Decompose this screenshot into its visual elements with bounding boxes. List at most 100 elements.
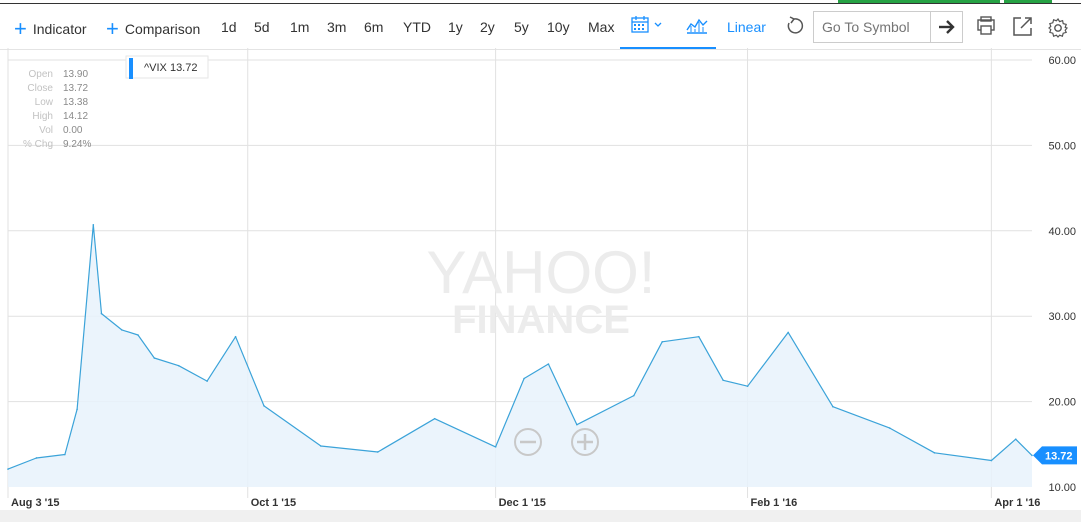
x-axis-ticks: Aug 3 '15 Oct 1 '15 Dec 1 '15 Feb 1 '16 Apr … <box>11 497 1040 509</box>
zoom-in-button[interactable] <box>571 428 599 456</box>
legend-label: ^VIX 13.72 <box>144 62 197 74</box>
data-point <box>787 331 789 334</box>
tooltip-value: 13.38 <box>63 97 88 108</box>
last-price-marker: 13.72 <box>1033 446 1077 465</box>
data-point <box>1031 454 1033 457</box>
top-rule <box>0 3 1081 4</box>
y-tick-label: 40.00 <box>1048 226 1076 238</box>
gear-icon[interactable] <box>1047 17 1069 39</box>
go-button[interactable] <box>930 12 963 42</box>
data-point <box>632 394 635 397</box>
data-point <box>376 451 379 453</box>
zoom-out-button[interactable] <box>514 428 542 456</box>
series-legend[interactable]: ^VIX 13.72 <box>125 55 209 79</box>
range-5y[interactable]: 5y <box>514 19 529 35</box>
x-tick-label: Feb 1 '16 <box>751 497 798 509</box>
data-point <box>263 405 265 407</box>
tooltip-label: Open <box>29 69 53 80</box>
x-tick-label: Oct 1 '15 <box>251 497 296 509</box>
scale-toggle[interactable]: Linear <box>727 19 766 35</box>
tooltip-value: 9.24% <box>63 139 91 150</box>
watermark-line-2: FINANCE <box>452 298 630 342</box>
data-point <box>547 363 550 365</box>
tooltip-value: 0.00 <box>63 125 83 136</box>
tooltip-label: % Chg <box>23 139 53 150</box>
ohlc-tooltip: Open 13.90 Close 13.72 Low 13.38 High 14… <box>23 69 91 150</box>
x-tick-label: Apr 1 '16 <box>994 497 1040 509</box>
data-point <box>92 224 95 226</box>
range-5d[interactable]: 5d <box>254 19 270 35</box>
accent-strip <box>838 0 1000 3</box>
data-point <box>153 357 156 359</box>
vix-area-chart: YAHOO! FINANCE 60.00 50.00 40.00 30.00 20.00… <box>7 48 1077 509</box>
data-point <box>1014 438 1017 440</box>
data-point <box>661 341 664 343</box>
last-price-tag <box>1033 446 1077 465</box>
grid-lines <box>7 48 1032 498</box>
range-6m[interactable]: 6m <box>364 19 384 35</box>
x-tick-label: Aug 3 '15 <box>11 497 59 509</box>
chevron-down-icon <box>654 22 662 27</box>
series-line <box>7 224 1033 470</box>
comparison-button[interactable]: + Comparison <box>106 5 200 49</box>
tooltip-value: 13.90 <box>63 69 88 80</box>
date-range-selector[interactable] <box>620 5 716 49</box>
range-1d[interactable]: 1d <box>221 19 237 35</box>
series-points <box>7 224 1033 470</box>
arrow-right-icon <box>939 20 955 34</box>
range-1m[interactable]: 1m <box>290 19 310 35</box>
range-10y[interactable]: 10y <box>547 19 570 35</box>
area-chart-icon[interactable] <box>686 16 708 34</box>
print-icon[interactable] <box>975 16 997 36</box>
data-point <box>7 468 9 470</box>
tooltip-label: Low <box>35 97 54 108</box>
tooltip-value: 14.12 <box>63 111 88 122</box>
data-point <box>76 408 78 411</box>
last-price-label: 13.72 <box>1045 450 1073 462</box>
accent-strip <box>1004 0 1052 3</box>
watermark: YAHOO! FINANCE <box>427 239 656 342</box>
range-3m[interactable]: 3m <box>327 19 347 35</box>
range-ytd[interactable]: YTD <box>403 19 431 35</box>
bottom-strip <box>0 510 1081 522</box>
range-max[interactable]: Max <box>588 19 615 35</box>
data-point <box>722 379 724 382</box>
data-point <box>494 446 497 448</box>
y-tick-label: 30.00 <box>1048 311 1076 323</box>
go-to-symbol-input[interactable] <box>814 12 936 42</box>
data-point <box>206 380 208 382</box>
x-tick-label: Dec 1 '15 <box>499 497 546 509</box>
tooltip-label: Close <box>27 83 53 94</box>
data-point <box>433 417 436 420</box>
tooltip-label: Vol <box>39 125 53 136</box>
plus-icon: + <box>106 16 119 41</box>
data-point <box>832 405 834 408</box>
top-border <box>0 0 1081 4</box>
y-tick-label: 50.00 <box>1048 140 1076 152</box>
symbol-search <box>813 11 963 43</box>
data-point <box>990 459 993 462</box>
calendar-icon <box>631 16 649 33</box>
range-1y[interactable]: 1y <box>448 19 463 35</box>
y-tick-label: 60.00 <box>1048 55 1076 67</box>
undo-icon[interactable] <box>784 16 804 36</box>
range-2y[interactable]: 2y <box>480 19 495 35</box>
data-point <box>35 457 38 459</box>
data-point <box>100 312 103 315</box>
data-point <box>120 329 123 331</box>
indicator-button[interactable]: + Indicator <box>14 5 87 49</box>
data-point <box>576 423 578 426</box>
y-tick-label: 20.00 <box>1048 397 1076 409</box>
data-point <box>137 334 139 336</box>
popout-icon[interactable] <box>1012 15 1034 37</box>
y-axis-ticks: 60.00 50.00 40.00 30.00 20.00 10.00 <box>1048 55 1076 494</box>
data-point <box>64 453 66 456</box>
data-point <box>697 335 700 338</box>
data-point <box>320 445 322 447</box>
indicator-label: Indicator <box>32 21 87 37</box>
data-point <box>746 385 749 388</box>
legend-swatch <box>129 58 133 79</box>
series-area-fill <box>8 224 1032 488</box>
data-point <box>234 335 237 338</box>
chart-toolbar: + Indicator + Comparison 1d 5d 1m 3m 6m YT… <box>0 5 1081 50</box>
